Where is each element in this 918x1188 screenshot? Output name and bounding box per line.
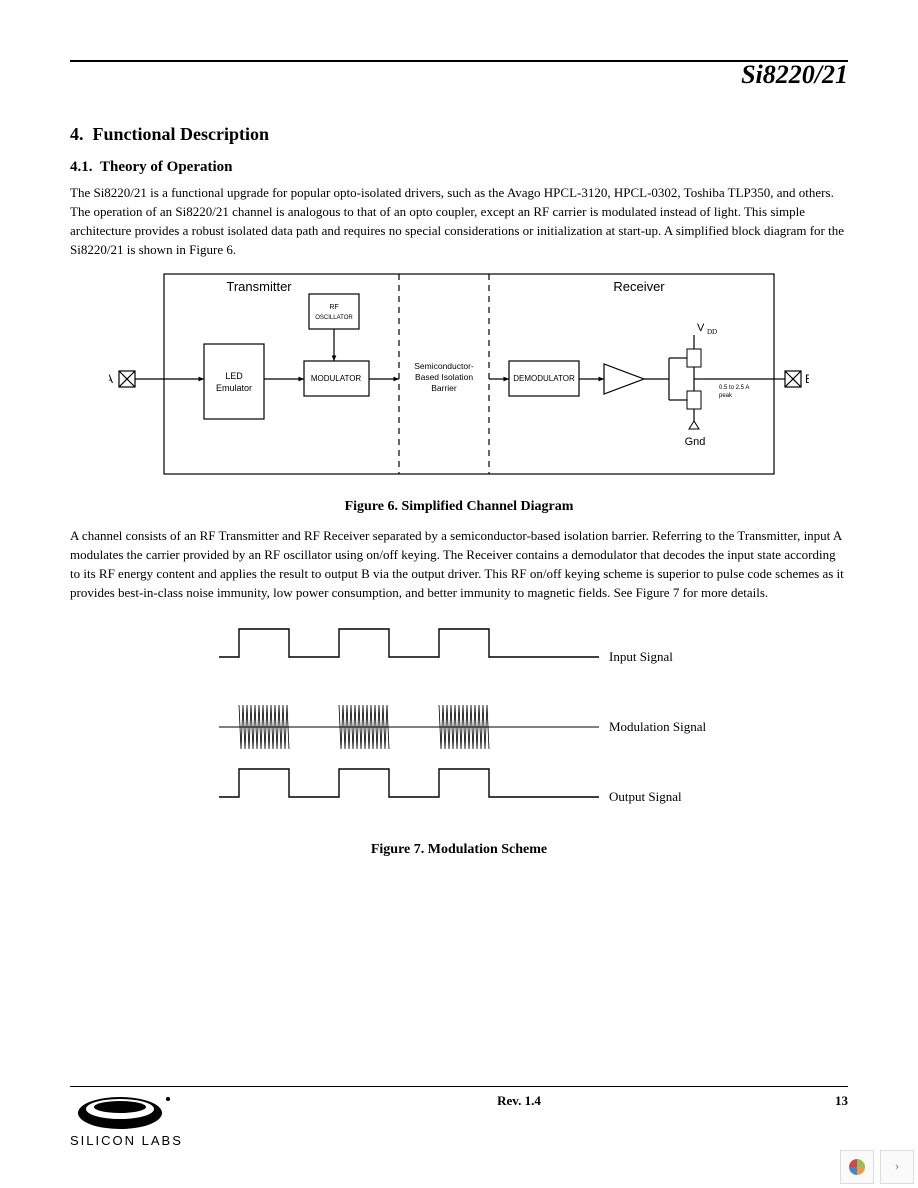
svg-text:RF: RF — [329, 304, 338, 311]
svg-text:Input Signal: Input Signal — [609, 649, 673, 664]
svg-text:Barrier: Barrier — [431, 383, 457, 393]
svg-text:SILICON LABS: SILICON LABS — [70, 1133, 183, 1148]
svg-text:OSCILLATOR: OSCILLATOR — [315, 315, 353, 321]
subsection-heading: 4.1. Theory of Operation — [70, 159, 848, 176]
svg-text:B: B — [805, 372, 809, 386]
nav-logo-button[interactable] — [840, 1150, 874, 1184]
svg-text:Modulation Signal: Modulation Signal — [609, 719, 707, 734]
figure-7-caption: Figure 7. Modulation Scheme — [70, 842, 848, 858]
page-footer: SILICON LABS Rev. 1.4 13 — [70, 1086, 848, 1158]
svg-text:V: V — [697, 322, 705, 334]
svg-text:MODULATOR: MODULATOR — [311, 374, 362, 383]
figure-6-diagram: Transmitter Receiver Semiconductor-Based I… — [109, 269, 809, 489]
block-diagram-svg: Transmitter Receiver Semiconductor-Based I… — [109, 269, 809, 484]
svg-text:Receiver: Receiver — [613, 279, 665, 294]
svg-text:Transmitter: Transmitter — [226, 279, 292, 294]
svg-text:Based Isolation: Based Isolation — [415, 372, 473, 382]
svg-text:0.5 to 2.5 A: 0.5 to 2.5 A — [719, 385, 749, 391]
subsection-title: Theory of Operation — [100, 159, 233, 175]
brand-logo: SILICON LABS — [70, 1093, 230, 1158]
footer-rule — [70, 1086, 848, 1087]
svg-text:Output Signal: Output Signal — [609, 789, 682, 804]
paragraph-1: The Si8220/21 is a functional upgrade fo… — [70, 184, 848, 259]
svg-text:peak: peak — [719, 393, 733, 399]
figure-7-diagram: Input Signal Modulation Signal Output Sign… — [179, 617, 739, 832]
next-page-button[interactable]: › — [880, 1150, 914, 1184]
section-title: Functional Description — [93, 124, 270, 144]
svg-text:Emulator: Emulator — [216, 383, 252, 393]
part-number: Si8220/21 — [70, 60, 848, 90]
svg-text:Semiconductor-: Semiconductor- — [414, 361, 474, 371]
svg-text:DEMODULATOR: DEMODULATOR — [513, 374, 575, 383]
svg-text:A: A — [109, 372, 113, 386]
section-number: 4. — [70, 124, 84, 144]
section-heading: 4. Functional Description — [70, 124, 848, 145]
page-number: 13 — [808, 1093, 848, 1109]
svg-text:DD: DD — [707, 328, 717, 336]
pinwheel-icon — [848, 1158, 866, 1176]
waveform-svg: Input Signal Modulation Signal Output Sign… — [179, 617, 739, 827]
subsection-number: 4.1. — [70, 159, 93, 175]
svg-text:LED: LED — [225, 371, 243, 381]
figure-6-caption: Figure 6. Simplified Channel Diagram — [70, 499, 848, 515]
silicon-labs-logo-icon: SILICON LABS — [70, 1093, 230, 1153]
svg-text:Gnd: Gnd — [685, 436, 706, 448]
paragraph-2: A channel consists of an RF Transmitter … — [70, 527, 848, 602]
viewer-nav: › — [840, 1150, 914, 1184]
revision-label: Rev. 1.4 — [230, 1093, 808, 1109]
